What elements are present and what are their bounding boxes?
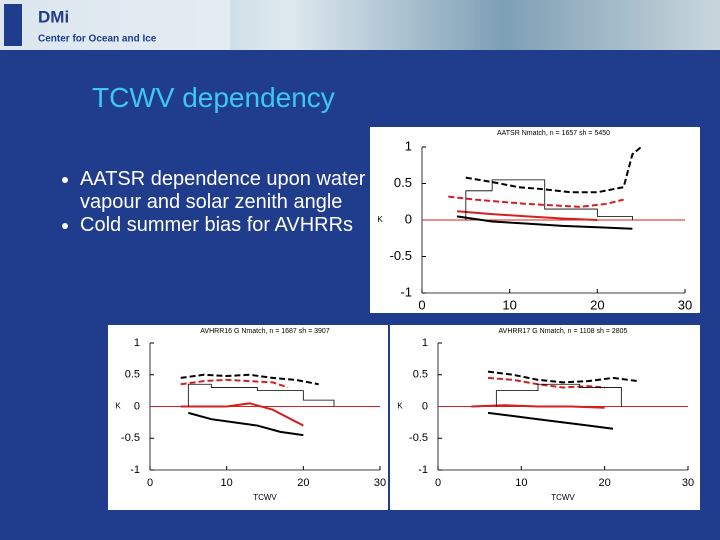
y-tick-label: -0.5 [390, 248, 412, 263]
x-tick-label: 0 [435, 477, 441, 489]
y-tick-label: 0 [422, 400, 428, 412]
header-logo-area [0, 0, 230, 50]
bullet-list: AATSR dependence upon water vapour and s… [52, 168, 390, 237]
data-line [487, 411, 614, 430]
chart-background [390, 325, 700, 510]
chart-title: AATSR Nmatch, n = 1657 sh = 5450 [497, 130, 610, 137]
data-line [180, 378, 289, 389]
x-tick-label: 20 [590, 297, 604, 312]
y-tick-label: -1 [418, 464, 428, 476]
y-tick-label: 1 [134, 337, 140, 349]
y-tick-label: 0 [134, 400, 140, 412]
chart-background [108, 325, 388, 510]
logo-emblem [4, 4, 22, 46]
org-name: Center for Ocean and Ice [38, 34, 157, 45]
chart-title: AVHRR16 G Nmatch, n = 1687 sh = 3907 [200, 328, 330, 335]
data-line [188, 411, 304, 437]
x-tick-label: 20 [297, 477, 309, 489]
x-tick-label: 0 [418, 297, 425, 312]
data-line [180, 402, 304, 427]
y-tick-label: 0.5 [394, 175, 412, 190]
data-line [495, 383, 622, 407]
logo: DMi [38, 7, 69, 26]
x-axis-label: TCWV [253, 493, 277, 502]
x-tick-label: 10 [502, 297, 516, 312]
slide-title: TCWV dependency [92, 82, 335, 113]
data-line [487, 376, 605, 389]
y-axis-label: K [397, 402, 403, 411]
x-tick-label: 30 [374, 477, 386, 489]
chart-title: AVHRR17 G Nmatch, n = 1108 sh = 2805 [499, 328, 628, 335]
y-tick-label: -0.5 [121, 432, 140, 444]
y-axis-label: K [115, 402, 121, 411]
y-tick-label: -1 [400, 284, 412, 299]
y-tick-label: 0.5 [125, 369, 140, 381]
data-line [465, 179, 633, 220]
bullet: AATSR dependence upon water vapour and s… [80, 168, 390, 214]
x-tick-label: 30 [678, 297, 692, 312]
y-tick-label: 1 [405, 138, 412, 153]
x-tick-label: 20 [599, 477, 611, 489]
y-tick-label: 1 [422, 337, 428, 349]
data-line [456, 210, 598, 221]
data-line [456, 215, 633, 230]
bullet: Cold summer bias for AVHRRs [80, 214, 390, 237]
x-tick-label: 0 [147, 477, 153, 489]
y-tick-label: 0 [405, 211, 412, 226]
data-line [180, 373, 319, 386]
data-line [448, 195, 624, 208]
y-axis-label: K [377, 215, 383, 224]
y-tick-label: -1 [130, 464, 140, 476]
charts: AATSR Nmatch, n = 1657 sh = 5450 K -1 -0.5 0… [108, 127, 700, 510]
y-tick-label: -0.5 [409, 432, 428, 444]
data-line [471, 404, 605, 409]
x-tick-label: 30 [682, 477, 694, 489]
x-tick-label: 10 [221, 477, 233, 489]
data-line [187, 383, 335, 407]
data-line [465, 146, 642, 194]
x-tick-label: 10 [515, 477, 527, 489]
x-axis-label: TCWV [551, 493, 575, 502]
y-tick-label: 0.5 [413, 369, 428, 381]
data-line [487, 370, 639, 384]
